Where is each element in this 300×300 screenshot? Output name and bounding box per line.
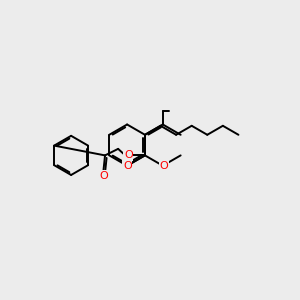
Text: O: O [160, 161, 169, 171]
Text: O: O [123, 160, 132, 170]
Text: O: O [124, 150, 133, 161]
Text: O: O [99, 171, 108, 181]
